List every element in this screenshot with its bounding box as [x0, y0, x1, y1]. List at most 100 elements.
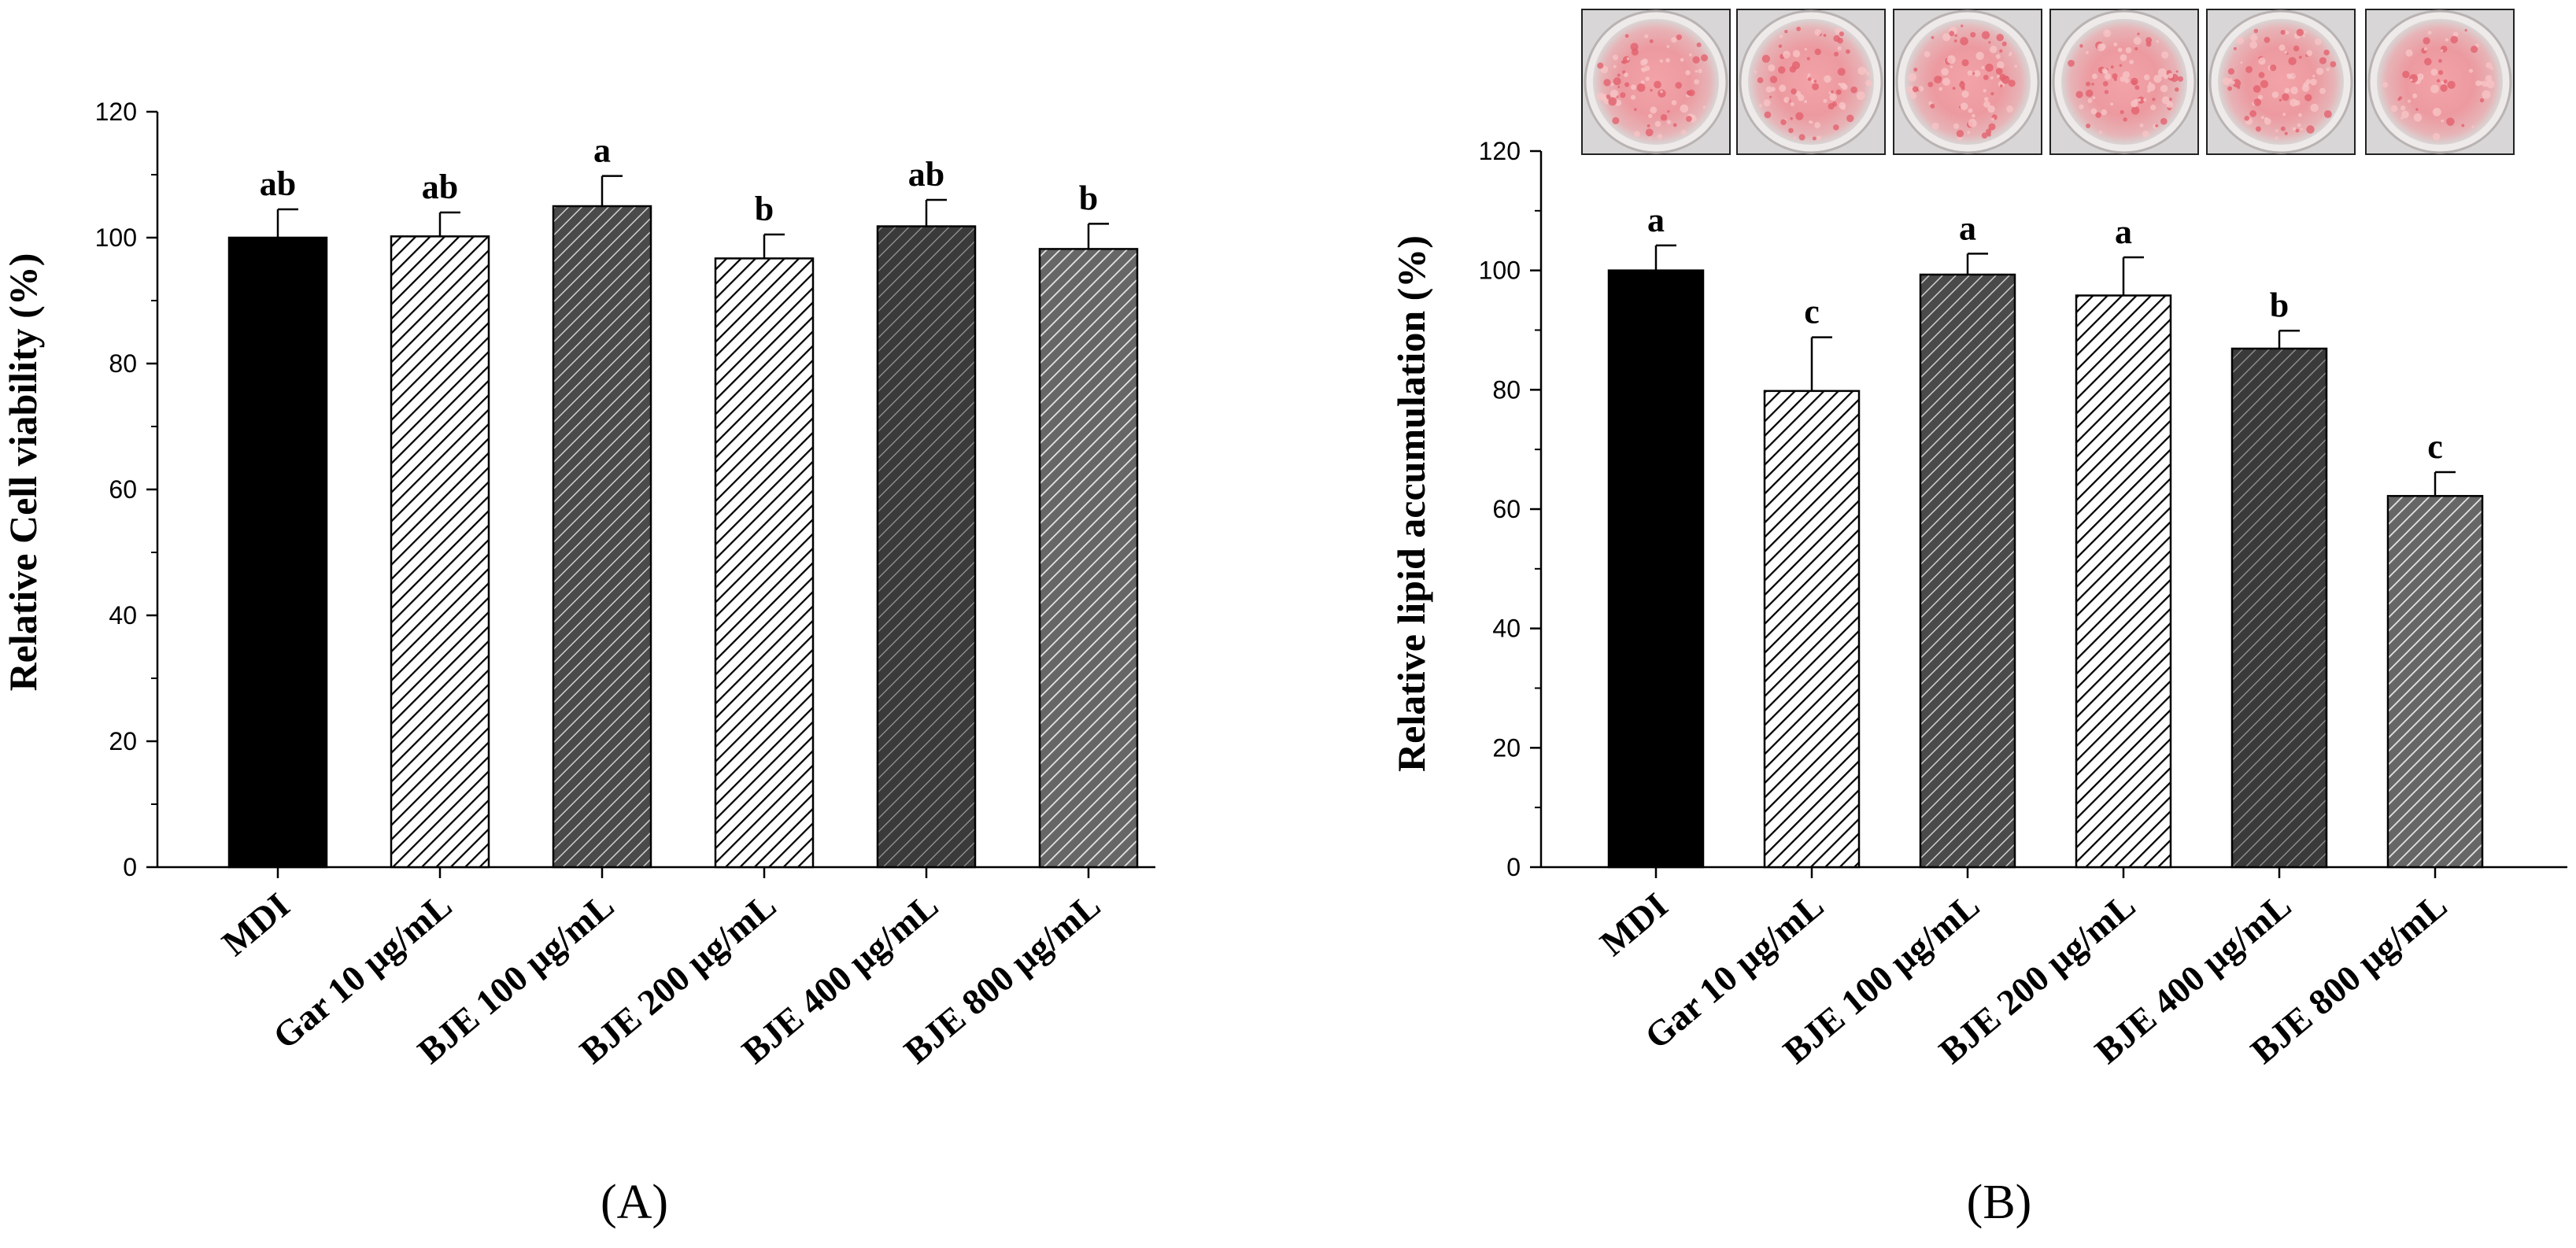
stain-speckle: [1924, 50, 1931, 57]
stain-speckle: [2103, 69, 2108, 75]
stain-speckle: [2152, 98, 2156, 102]
stain-speckle: [1644, 34, 1649, 39]
stain-speckle: [2014, 65, 2018, 68]
stain-speckle: [1988, 123, 1996, 131]
stain-speckle: [1838, 83, 1842, 87]
stain-speckle: [2482, 80, 2489, 87]
stain-speckle: [2092, 96, 2096, 100]
stain-speckle: [1961, 90, 1969, 98]
stain-speckle: [1680, 104, 1689, 113]
stain-speckle: [1961, 59, 1969, 67]
stain-speckle: [1960, 80, 1964, 84]
stain-speckle: [1689, 53, 1692, 57]
stain-speckle: [1631, 84, 1636, 90]
stain-speckle: [2087, 98, 2093, 104]
stain-speckle: [1814, 28, 1822, 36]
stain-speckle: [2310, 103, 2319, 113]
stain-speckle: [1790, 116, 1793, 120]
stain-speckle: [1790, 102, 1794, 106]
y-tick-label: 40: [1492, 615, 1521, 643]
stain-speckle: [2464, 28, 2467, 32]
significance-label: c: [1804, 293, 1820, 331]
stain-speckle: [2264, 118, 2271, 125]
stain-speckle: [1778, 66, 1786, 74]
stain-speckle: [1999, 84, 2003, 88]
stain-speckle: [1807, 73, 1811, 77]
stain-speckle: [1997, 61, 2005, 69]
stain-speckle: [2085, 89, 2094, 98]
stain-speckle: [2244, 116, 2250, 121]
stain-speckle: [1783, 50, 1791, 59]
stain-speckle: [1620, 92, 1626, 98]
stain-speckle: [2401, 110, 2409, 119]
category-label: MDI: [1592, 885, 1675, 964]
stain-speckle: [1634, 108, 1637, 111]
oil-red-o-well: [1581, 9, 1731, 155]
stain-speckle: [1698, 68, 1702, 74]
stain-speckle: [2098, 130, 2103, 135]
stain-speckle: [1946, 55, 1956, 65]
stain-speckle: [2227, 86, 2233, 91]
bar: [1763, 390, 1861, 869]
stain-speckle: [2400, 116, 2404, 120]
stain-speckle: [2134, 46, 2138, 51]
stain-speckle: [1794, 136, 1797, 139]
stain-speckle: [2153, 74, 2162, 83]
stain-speckle: [2423, 47, 2427, 51]
stain-speckle: [2330, 61, 2337, 68]
stain-speckle: [2113, 42, 2118, 46]
stain-speckle: [2445, 38, 2448, 42]
stain-speckle: [2290, 98, 2298, 107]
stain-speckle: [2095, 112, 2101, 118]
stain-speckle: [1973, 70, 1981, 77]
stain-speckle: [1648, 113, 1653, 119]
oil-red-o-well: [2049, 9, 2199, 155]
stain-speckle: [1938, 87, 1943, 91]
stain-speckle: [2129, 59, 2134, 65]
stain-speckle: [2297, 123, 2301, 127]
stain-speckle: [2253, 98, 2262, 106]
stain-speckle: [1702, 105, 1706, 109]
stain-speckle: [1613, 77, 1621, 86]
stain-speckle: [2245, 65, 2253, 73]
well-stain: [2061, 19, 2187, 145]
stain-speckle: [1997, 75, 2000, 79]
stain-speckle: [1824, 75, 1831, 83]
stain-speckle: [2436, 79, 2441, 83]
stain-speckle: [2175, 70, 2179, 73]
stain-speckle: [1617, 86, 1621, 89]
stain-speckle: [1796, 26, 1802, 31]
stain-speckle: [2443, 79, 2448, 83]
stain-speckle: [2432, 107, 2441, 116]
stain-speckle: [1967, 131, 1971, 135]
stain-speckle: [1931, 122, 1939, 130]
significance-label: ab: [422, 168, 458, 206]
stain-speckle: [2253, 85, 2261, 93]
stain-speckle: [1807, 77, 1812, 81]
stain-speckle: [2424, 57, 2432, 66]
stain-speckle: [1995, 54, 2001, 59]
significance-label: ab: [260, 164, 296, 203]
stain-speckle: [1981, 132, 1988, 139]
stain-speckle: [2326, 67, 2330, 72]
stain-speckle: [1999, 49, 2003, 53]
stain-speckle: [2447, 80, 2456, 90]
stain-speckle: [2137, 96, 2145, 104]
stain-speckle: [1640, 80, 1645, 85]
stain-speckle: [2475, 80, 2482, 87]
stain-speckle: [2284, 87, 2290, 94]
stain-speckle: [2145, 41, 2152, 47]
stain-speckle: [2303, 30, 2307, 34]
stain-speckle: [2258, 57, 2266, 65]
y-tick-label: 20: [1492, 733, 1521, 762]
stain-speckle: [1934, 76, 1942, 84]
bar: [876, 225, 977, 869]
stain-speckle: [1812, 136, 1817, 141]
stain-speckle: [1645, 76, 1650, 81]
stain-speckle: [2382, 82, 2389, 88]
stain-speckle: [2131, 77, 2138, 86]
stain-speckle: [2289, 72, 2296, 79]
stain-speckle: [2255, 126, 2261, 132]
stain-speckle: [1987, 105, 1995, 113]
stain-speckle: [1666, 120, 1672, 124]
